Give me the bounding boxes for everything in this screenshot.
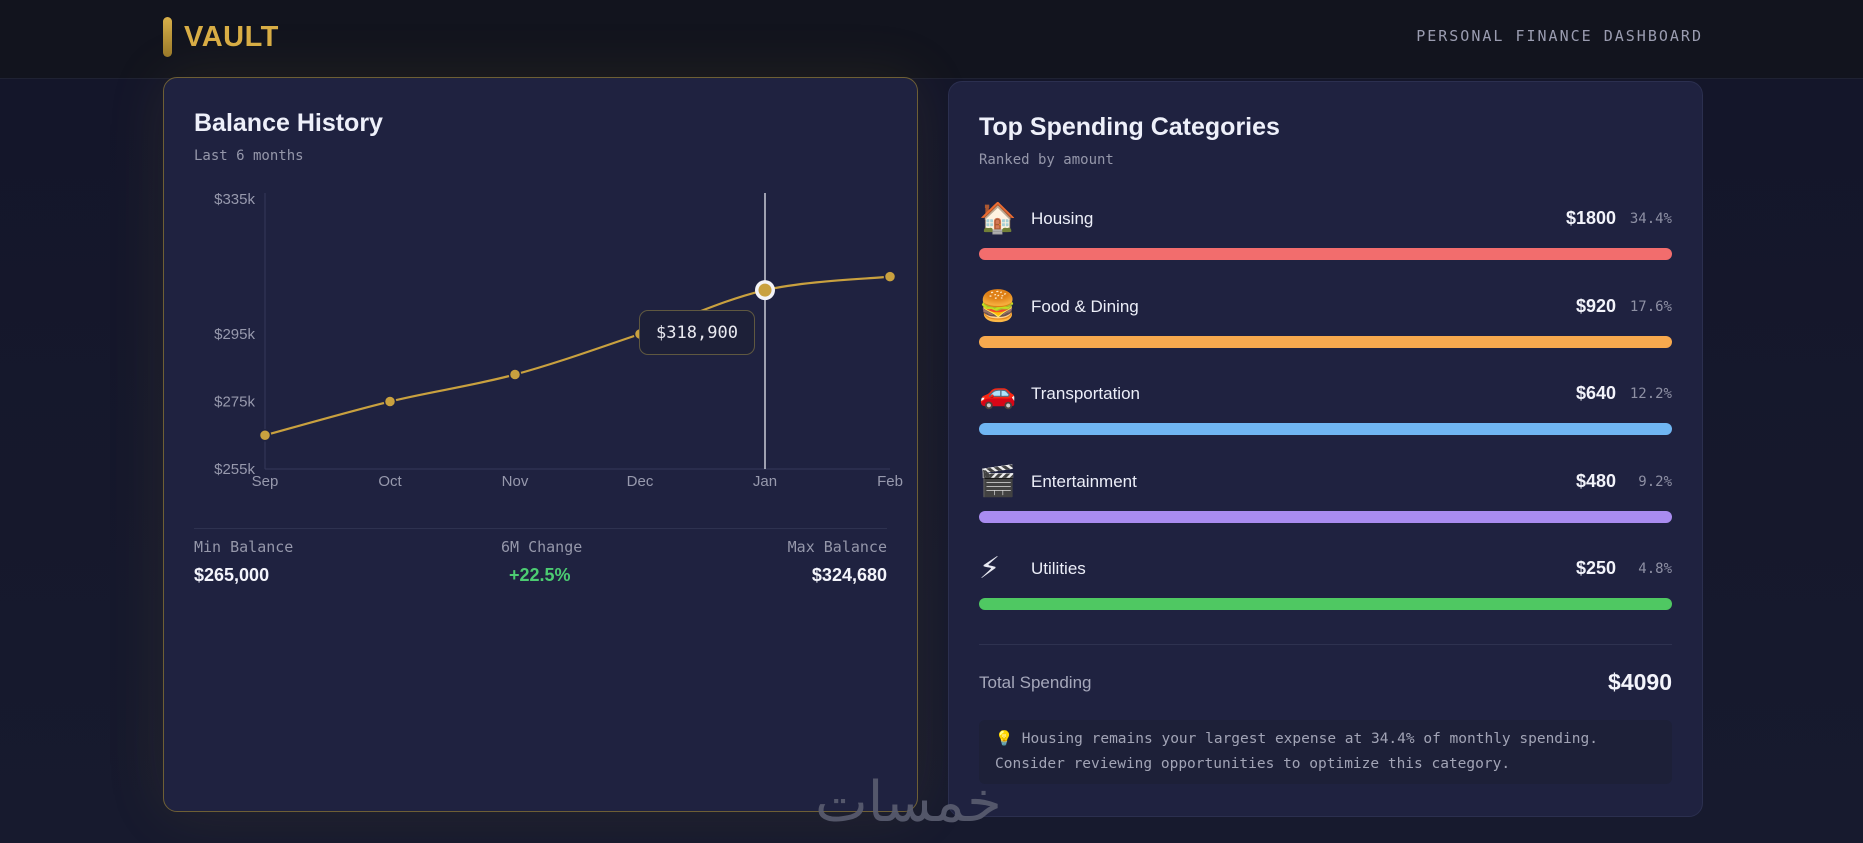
insight-box: 💡 Housing remains your largest expense a… xyxy=(979,720,1672,784)
x-tick-label: Sep xyxy=(252,473,279,490)
category-name: Food & Dining xyxy=(1031,297,1139,316)
x-tick-label: Nov xyxy=(502,473,529,490)
y-tick-label: $255k xyxy=(214,461,255,478)
category-amount: $920 xyxy=(1575,296,1616,316)
chart-tooltip: $318,900 xyxy=(639,310,755,355)
min-balance-label: Min Balance xyxy=(194,538,294,556)
max-balance-label: Max Balance xyxy=(787,538,887,556)
category-bar xyxy=(979,511,1672,523)
min-balance-value: $265,000 xyxy=(194,565,270,585)
watermark-logo: خمسات xyxy=(815,770,1004,835)
category-bar xyxy=(979,598,1672,610)
category-name: Utilities xyxy=(1031,559,1086,578)
brand-logo-bar xyxy=(163,17,172,57)
data-point xyxy=(383,395,397,408)
x-tick-label: Oct xyxy=(378,473,402,490)
data-point-highlight xyxy=(758,283,772,297)
category-name: Housing xyxy=(1031,209,1094,228)
divider xyxy=(194,528,887,529)
balance-history-card: Balance History Last 6 months $255k $275k… xyxy=(163,77,918,812)
category-amount: $480 xyxy=(1575,471,1616,491)
card-title: Balance History xyxy=(194,109,383,137)
data-point xyxy=(883,270,897,283)
change-label: 6M Change xyxy=(501,538,583,556)
insight-line: 💡 Housing remains your largest expense a… xyxy=(995,731,1598,747)
brand-name: VAULT xyxy=(184,20,279,53)
house-icon: 🏠 xyxy=(979,202,1017,235)
category-percent: 9.2% xyxy=(1638,474,1672,490)
category-name: Entertainment xyxy=(1031,472,1137,491)
y-tick-label: $335k xyxy=(214,191,255,208)
card-title: Top Spending Categories xyxy=(979,113,1280,141)
category-bar xyxy=(979,248,1672,260)
category-amount: $1800 xyxy=(1565,208,1616,228)
x-tick-label: Dec xyxy=(627,473,654,490)
x-tick-label: Jan xyxy=(753,473,777,490)
balance-line xyxy=(264,275,891,437)
y-tick-label: $295k xyxy=(214,326,255,343)
category-percent: 4.8% xyxy=(1638,561,1672,577)
change-value: +22.5% xyxy=(509,565,571,585)
burger-icon: 🍔 xyxy=(979,290,1017,323)
category-row[interactable]: 🍔 Food & Dining $920 17.6% xyxy=(979,289,1672,349)
car-icon: 🚗 xyxy=(979,377,1017,410)
insight-line: Consider reviewing opportunities to opti… xyxy=(995,756,1511,772)
total-spending-value: $4090 xyxy=(1608,669,1672,695)
category-bar xyxy=(979,336,1672,348)
balance-line-chart[interactable]: $255k $275k $295k $335k Sep Oct Nov Dec Jan Feb xyxy=(164,78,919,498)
category-row[interactable]: 🏠 Housing $1800 34.4% xyxy=(979,201,1672,261)
category-row[interactable]: ⚡ Utilities $250 4.8% xyxy=(979,551,1672,611)
total-spending-label: Total Spending xyxy=(979,673,1092,692)
spending-card: Top Spending Categories Ranked by amount… xyxy=(948,81,1703,817)
category-percent: 34.4% xyxy=(1629,211,1672,227)
x-tick-label: Feb xyxy=(877,473,903,490)
brand[interactable]: VAULT xyxy=(163,17,279,57)
category-percent: 12.2% xyxy=(1629,386,1672,402)
y-tick-label: $275k xyxy=(214,394,255,411)
category-name: Transportation xyxy=(1031,384,1140,403)
lightning-icon: ⚡ xyxy=(979,552,1001,585)
category-percent: 17.6% xyxy=(1629,299,1672,315)
category-row[interactable]: 🎬 Entertainment $480 9.2% xyxy=(979,464,1672,524)
card-subtitle: Last 6 months xyxy=(194,148,304,164)
card-subtitle: Ranked by amount xyxy=(979,152,1114,168)
top-bar: VAULT PERSONAL FINANCE DASHBOARD xyxy=(0,0,1863,79)
data-point xyxy=(258,429,272,442)
max-balance-value: $324,680 xyxy=(811,565,887,585)
category-amount: $640 xyxy=(1575,383,1616,403)
category-amount: $250 xyxy=(1575,558,1616,578)
category-row[interactable]: 🚗 Transportation $640 12.2% xyxy=(979,376,1672,436)
clapper-icon: 🎬 xyxy=(979,465,1017,498)
data-point xyxy=(508,368,522,381)
category-bar xyxy=(979,423,1672,435)
divider xyxy=(979,644,1672,645)
header-subtitle: PERSONAL FINANCE DASHBOARD xyxy=(1416,27,1703,45)
